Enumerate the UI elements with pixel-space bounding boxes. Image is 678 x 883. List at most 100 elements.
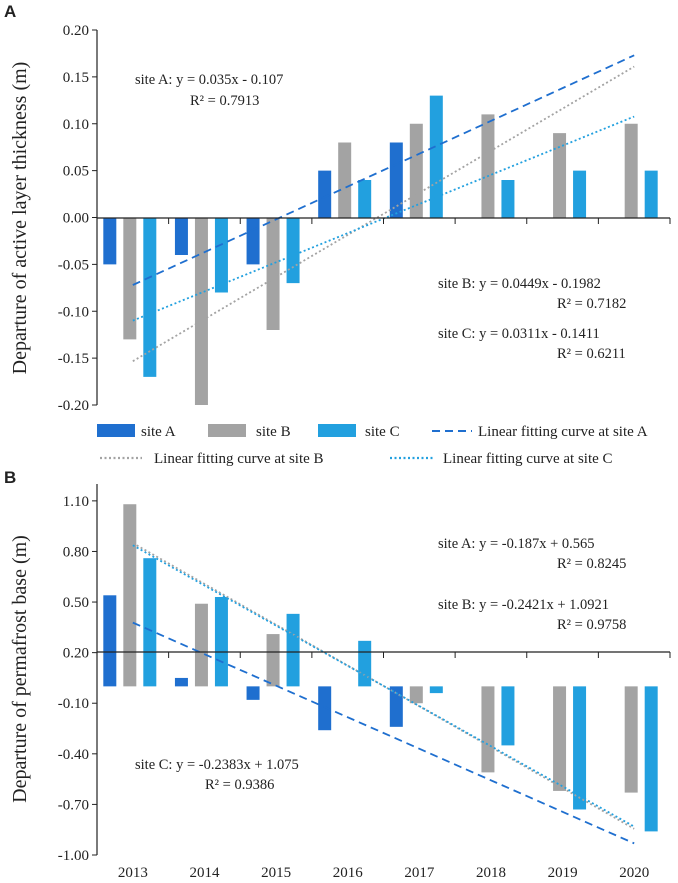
panel-b-bar-site-b-2013 (123, 504, 137, 687)
panel-a-y-tick-label: 0.20 (63, 23, 89, 39)
panel-a-y-tick-label: -0.15 (58, 351, 89, 367)
panel-a-bar-site-b-2016 (338, 142, 352, 218)
panel-b-bar-site-b-2018 (481, 686, 495, 773)
legend-label-fit-b: Linear fitting curve at site B (154, 451, 324, 467)
panel-a-y-tick-label: 0.15 (63, 70, 89, 86)
panel-a-bar-site-b-2017 (409, 123, 423, 218)
panel-b-bar-site-c-2014 (214, 596, 228, 687)
panel-a-y-tick-label: 0.00 (63, 211, 89, 227)
panel-b-bar-site-b-2015 (266, 634, 280, 687)
panel-label-a: A (4, 2, 16, 21)
legend-swatch-site-a (97, 424, 135, 437)
panel-b-bar-site-a-2014 (174, 677, 188, 687)
panel-a-bar-site-a-2016 (318, 170, 332, 218)
panel-b-bar-site-c-2015 (286, 613, 300, 687)
panel-b-trendline-site-c (132, 544, 635, 828)
panel-b-y-tick-label: -0.10 (58, 696, 89, 712)
panel-b-r2-site-a: R² = 0.8245 (557, 556, 626, 572)
panel-b-bar-site-a-2015 (246, 686, 260, 700)
panel-b-bar-site-c-2013 (143, 558, 157, 687)
panel-a-y-tick-label: -0.10 (58, 304, 89, 320)
panel-a-bar-site-b-2015 (266, 217, 280, 330)
panel-b-r2-site-b: R² = 0.9758 (557, 617, 626, 633)
panel-a-bar-site-c-2014 (214, 217, 228, 293)
panel-a-bar-site-a-2013 (103, 217, 117, 265)
panel-b-x-tick-label: 2015 (261, 865, 291, 881)
panel-a-bar-site-c-2013 (143, 217, 157, 377)
panel-b-x-tick-label: 2013 (118, 865, 148, 881)
panel-a-axes: -0.20 -0.15 -0.10 -0.05 0.00 0.05 0.10 0.15 0.20 (58, 23, 671, 414)
panel-b-bar-site-a-2013 (103, 595, 117, 687)
panel-b-bar-site-a-2017 (389, 686, 403, 727)
legend-swatch-site-b (208, 424, 246, 437)
panel-b-y-tick-label: 0.20 (63, 646, 89, 662)
panel-a-y-axis-label: Departure of active layer thickness (m) (9, 62, 31, 375)
legend-label-site-c: site C (365, 424, 400, 440)
legend-label-fit-c: Linear fitting curve at site C (443, 451, 613, 467)
panel-b-y-tick-label: 1.10 (63, 494, 89, 510)
panel-b-eq-site-a: site A: y = -0.187x + 0.565 (438, 536, 595, 552)
panel-b-bars (103, 504, 658, 832)
panel-b-y-tick-label: -0.40 (58, 747, 89, 763)
legend-label-site-b: site B (256, 424, 291, 440)
panel-b-bar-site-c-2018 (501, 686, 515, 746)
panel-a-bar-site-a-2015 (246, 217, 260, 265)
panel-b-y-tick-label: -1.00 (58, 848, 89, 864)
panel-a-y-tick-label: 0.05 (63, 164, 89, 180)
panel-b-bar-site-b-2017 (409, 686, 423, 704)
panel-b-eq-site-c: site C: y = -0.2383x + 1.075 (135, 757, 299, 773)
panel-b-x-tick-label: 2014 (189, 865, 220, 881)
panel-b-x-tick-label: 2017 (404, 865, 435, 881)
panel-a-bar-site-c-2017 (429, 95, 443, 218)
panel-b-y-tick-label: 0.80 (63, 544, 89, 560)
panel-a-bars (103, 95, 658, 405)
legend-label-fit-a: Linear fitting curve at site A (478, 424, 648, 440)
panel-a-bar-site-c-2018 (501, 180, 515, 218)
panel-a-bar-site-b-2020 (624, 123, 638, 218)
panel-label-b: B (4, 468, 16, 487)
panel-a-bar-site-b-2014 (194, 217, 208, 405)
panel-b-x-tick-label: 2016 (333, 865, 364, 881)
panel-b-y-axis-label: Departure of permafrost base (m) (9, 535, 31, 803)
panel-a-bar-site-b-2013 (123, 217, 137, 340)
legend: site A site B site C Linear fitting curv… (97, 424, 648, 467)
panel-a-eq-site-c: site C: y = 0.0311x - 0.1411 (438, 326, 600, 342)
panel-b-bar-site-c-2016 (358, 640, 372, 687)
panel-b-bar-site-c-2020 (644, 686, 658, 832)
legend-label-site-a: site A (141, 424, 176, 440)
panel-a-bar-site-b-2018 (481, 114, 495, 218)
panel-b-bar-site-b-2020 (624, 686, 638, 793)
panel-a-y-tick-label: -0.05 (58, 257, 89, 273)
panel-b-x-tick-label: 2019 (548, 865, 578, 881)
panel-a-bar-site-c-2016 (358, 180, 372, 218)
panel-b-r2-site-c: R² = 0.9386 (205, 777, 274, 793)
panel-a-trendline-site-a (132, 54, 635, 286)
panel-b-bar-site-b-2014 (194, 603, 208, 687)
panel-b-axes: -1.00 -0.70 -0.40 -0.10 0.20 0.50 0.80 1.10 2013… (58, 484, 671, 881)
panel-a-y-tick-label: -0.20 (58, 398, 89, 414)
panel-b-bar-site-c-2017 (429, 686, 443, 694)
panel-a-eq-site-b: site B: y = 0.0449x - 0.1982 (438, 276, 601, 292)
panel-a-bar-site-c-2020 (644, 170, 658, 218)
panel-b-y-tick-label: -0.70 (58, 797, 89, 813)
panel-b-trendline-site-b (132, 542, 635, 830)
panel-a-r2-site-c: R² = 0.6211 (557, 346, 626, 362)
panel-b-bar-site-b-2019 (553, 686, 567, 791)
panel-a-bar-site-a-2014 (174, 217, 188, 255)
panel-b-x-tick-label: 2020 (619, 865, 649, 881)
panel-a-bar-site-c-2015 (286, 217, 300, 284)
panel-b-x-tick-label: 2018 (476, 865, 506, 881)
panel-a-r2-site-b: R² = 0.7182 (557, 296, 626, 312)
panel-a-eq-site-a: site A: y = 0.035x - 0.107 (135, 72, 283, 88)
panel-b-trendlines (132, 542, 635, 845)
panel-a-r2-site-a: R² = 0.7913 (190, 93, 259, 109)
panel-a-bar-site-c-2019 (573, 170, 587, 218)
panel-b-trendline-site-a (132, 621, 635, 845)
panel-b-bar-site-c-2019 (573, 686, 587, 810)
panel-b-y-tick-label: 0.50 (63, 595, 89, 611)
panel-b-eq-site-b: site B: y = -0.2421x + 1.0921 (438, 597, 609, 613)
panel-a-y-tick-label: 0.10 (63, 117, 89, 133)
panel-b-bar-site-a-2016 (318, 686, 332, 731)
legend-swatch-site-c (318, 424, 356, 437)
